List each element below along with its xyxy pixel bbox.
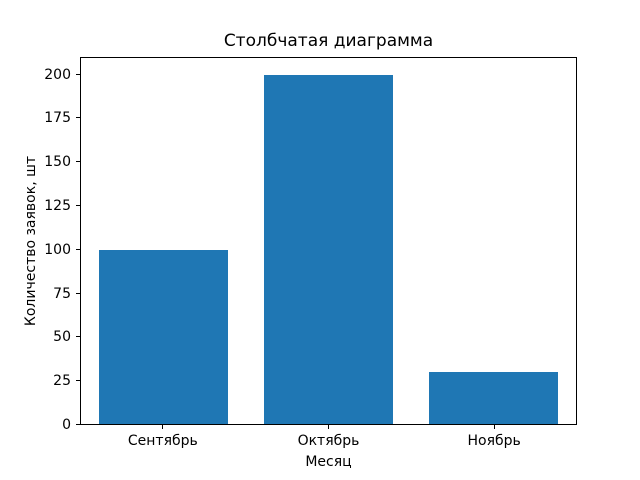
x-tick-label: Сентябрь	[127, 433, 198, 449]
y-tick-label: 125	[44, 197, 71, 214]
bar	[429, 371, 558, 424]
y-tick-label: 150	[44, 154, 71, 171]
x-tick-mark	[493, 425, 495, 429]
y-tick-mark	[76, 204, 80, 206]
y-tick-label: 200	[44, 66, 71, 83]
x-tick-label: Ноябрь	[467, 433, 521, 449]
y-tick-mark	[76, 73, 80, 75]
chart-title: Столбчатая диаграмма	[223, 31, 434, 51]
y-tick-mark	[76, 117, 80, 119]
bar	[264, 75, 393, 424]
y-tick-label: 175	[44, 110, 71, 127]
x-axis-label: Месяц	[305, 454, 352, 470]
y-tick-label: 50	[53, 329, 71, 346]
y-tick-mark	[76, 292, 80, 294]
y-tick-mark	[76, 336, 80, 338]
x-tick-label: Октябрь	[297, 433, 360, 449]
y-tick-mark	[76, 161, 80, 163]
x-tick-mark	[328, 425, 329, 429]
plot-area	[80, 57, 577, 425]
y-tick-label: 75	[53, 285, 71, 302]
y-tick-mark	[76, 248, 80, 250]
y-tick-label: 25	[53, 373, 71, 390]
y-tick-label: 0	[62, 417, 71, 433]
y-tick-mark	[76, 424, 80, 425]
bar	[99, 249, 228, 424]
x-tick-mark	[162, 425, 164, 429]
y-tick-mark	[76, 380, 80, 382]
y-tick-label: 100	[44, 241, 71, 258]
